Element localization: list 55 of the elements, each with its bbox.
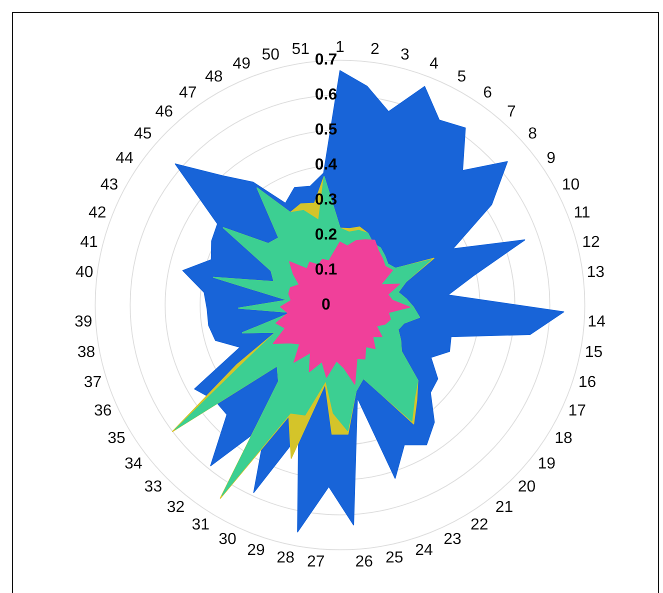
spoke-label: 30 <box>218 531 237 548</box>
y-tick-label: 0.7 <box>314 52 338 69</box>
spoke-label: 39 <box>74 314 92 331</box>
spoke-label: 19 <box>538 455 556 472</box>
spoke-label: 43 <box>100 176 118 194</box>
spoke-label: 25 <box>386 550 404 567</box>
spoke-label: 1 <box>336 39 345 56</box>
spoke-label: 45 <box>134 126 152 143</box>
spoke-label: 34 <box>124 455 142 472</box>
spoke-label: 32 <box>166 499 185 516</box>
spoke-label: 42 <box>88 204 106 222</box>
spoke-label: 3 <box>400 46 410 64</box>
spoke-label: 7 <box>506 104 516 121</box>
spoke-label: 38 <box>77 344 96 362</box>
spoke-label: 51 <box>292 40 310 58</box>
spoke-label: 33 <box>144 478 162 496</box>
spoke-label: 26 <box>355 553 374 570</box>
spoke-label: 40 <box>75 264 94 281</box>
spoke-label: 41 <box>80 234 98 251</box>
spoke-label: 11 <box>574 204 590 222</box>
spoke-label: 28 <box>276 550 295 567</box>
spoke-label: 50 <box>262 46 280 64</box>
spoke-label: 20 <box>518 478 536 496</box>
spoke-label: 36 <box>94 402 112 420</box>
spoke-label: 37 <box>84 374 102 391</box>
y-tick-label: 0 <box>322 296 331 314</box>
spoke-label: 12 <box>582 234 600 251</box>
spoke-label: 31 <box>192 516 210 534</box>
spoke-label: 2 <box>370 40 380 58</box>
spoke-label: 15 <box>584 344 603 362</box>
spoke-label: 10 <box>562 176 580 194</box>
spoke-label: 9 <box>546 150 556 167</box>
spoke-label: 44 <box>116 150 134 167</box>
spoke-label: 46 <box>155 104 174 121</box>
spoke-label: 23 <box>444 531 462 548</box>
spoke-label: 17 <box>568 402 586 420</box>
spoke-label: 24 <box>415 542 434 560</box>
spoke-label: 16 <box>578 374 596 391</box>
spoke-label: 22 <box>470 516 488 534</box>
spoke-label: 47 <box>179 84 197 102</box>
spoke-label: 4 <box>430 56 439 73</box>
spoke-label: 6 <box>483 84 492 102</box>
spoke-label: 49 <box>232 56 251 73</box>
y-tick-label: 0.2 <box>314 226 338 244</box>
spoke-label: 8 <box>528 126 538 143</box>
spoke-label: 18 <box>554 430 572 447</box>
spoke-label: 14 <box>588 314 606 331</box>
spoke-label: 29 <box>247 542 265 560</box>
spoke-label: 27 <box>306 553 325 570</box>
spoke-label: 13 <box>586 264 605 281</box>
spoke-label: 21 <box>495 499 514 516</box>
spoke-label: 5 <box>457 68 466 86</box>
spoke-label: 48 <box>204 68 223 86</box>
spoke-label: 35 <box>108 430 126 447</box>
y-tick-label: 0.1 <box>314 261 338 278</box>
